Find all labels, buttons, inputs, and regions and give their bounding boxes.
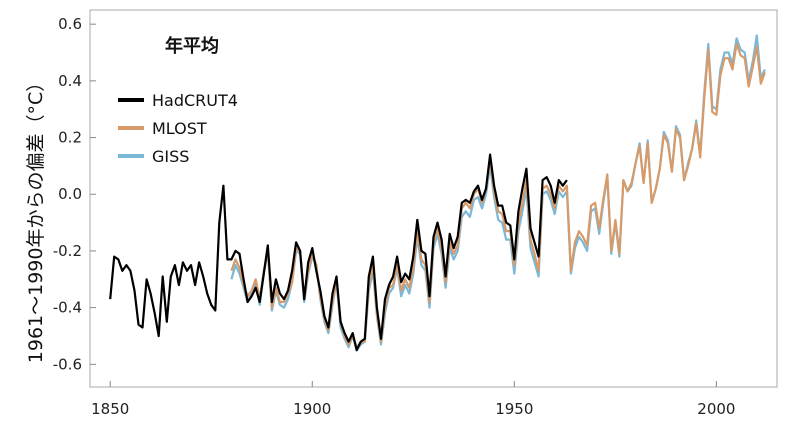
y-tick-label: 0.6 <box>58 15 82 33</box>
plot-area-frame <box>89 9 778 388</box>
y-axis-label: 1961～1990年からの偏差（°C） <box>25 73 47 363</box>
x-axis-ticks: 1850 1900 1950 2000 <box>91 381 735 418</box>
x-tick-label: 2000 <box>697 400 735 418</box>
x-tick-label: 1950 <box>495 400 533 418</box>
y-tick-label: -0.6 <box>53 355 82 373</box>
x-tick-label: 1900 <box>293 400 331 418</box>
y-tick-label: 0.2 <box>58 129 82 147</box>
x-tick-label: 1850 <box>91 400 129 418</box>
y-tick-label: -0.4 <box>53 299 82 317</box>
y-tick-label: 0.4 <box>58 72 82 90</box>
legend-label: GISS <box>152 147 189 166</box>
legend-label: MLOST <box>152 119 207 138</box>
legend: HadCRUT4 MLOST GISS <box>118 91 238 166</box>
series-lines <box>109 34 766 352</box>
y-tick-label: 0.0 <box>58 185 82 203</box>
y-axis-ticks: -0.6 -0.4 -0.2 0.0 0.2 0.4 0.6 <box>53 15 96 373</box>
chart-title: 年平均 <box>165 35 219 57</box>
legend-label: HadCRUT4 <box>152 91 238 110</box>
series-line-hadcrut4 <box>109 153 568 352</box>
y-tick-label: -0.2 <box>53 242 82 260</box>
